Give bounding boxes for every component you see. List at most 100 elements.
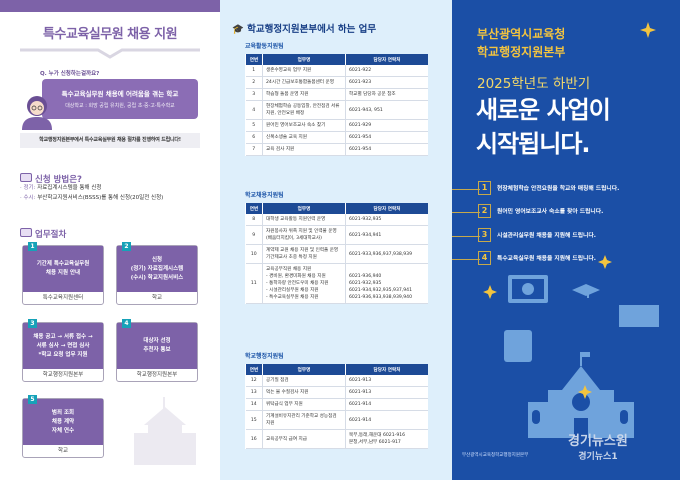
contact: 6021-932,935 [345, 214, 428, 226]
table-row: 13 먹는 물 수질검사 지원 6021-913 [245, 386, 428, 399]
contact: 6021-913 [345, 386, 428, 399]
project-item: 2 원어민 영어보조교사 숙소를 찾아 드립니다. [452, 204, 680, 218]
step-line: (정기) 자료집계시스템 [130, 265, 184, 272]
school-illustration-icon [483, 255, 659, 438]
how-to-apply-heading: 신청 방법은? [20, 167, 82, 186]
left-title: 특수교육실무원 채용 지원 [42, 27, 178, 42]
team-section: 교육활동지원팀 연번 업무명 담당자 연락처 1 생존수영교육 업무 지원 6021-922… [245, 41, 428, 156]
task-name: 24시간 긴급보호통합돌봄센터 운영 [262, 76, 346, 89]
step-line: 채용 공고 → 서류 접수 → [33, 333, 93, 340]
process-title: 업무절차 [35, 230, 67, 240]
table-row: 12 공기질 점검 6021-913 [245, 375, 428, 387]
step-line: 추천자 통보 [143, 347, 171, 353]
task-name: 교육공무직원 채용 지원 - 경비원, 환경미화원 채용 지원 - 통학차량 안… [262, 263, 346, 304]
table-header-row: 연번 업무명 담당자 연락처 [245, 54, 428, 65]
step-owner: 학교 [151, 295, 163, 301]
item-text: 시설관리실무원 채용을 지원해 드립니다. [497, 233, 596, 239]
row-number: 12 [245, 375, 263, 387]
person-avatar-icon [22, 96, 52, 130]
contact: 북부,동래,해운대 6021-916 본청,서부,남부 6021-917 [345, 429, 428, 449]
step-line: *학교 요청 업무 지원 [38, 351, 88, 358]
process-step: 기간제 특수교육실무원 채용 지원 안내 특수교육지원센터 1 [22, 242, 104, 305]
step-body: 범죄 조회 채용 계약 자체 연수 [23, 399, 103, 445]
school-building-icon [134, 397, 196, 465]
row-number: 15 [245, 410, 263, 430]
row-number: 14 [245, 398, 263, 411]
table-row: 9 자원봉사자 위촉 지원 및 인력풀 운영 (배움터지킴이, 3세대학교사) 60… [245, 225, 428, 245]
task-name: 교육 검사 지원 [262, 143, 346, 156]
step-number: 1 [28, 242, 37, 251]
team-section: 학교채용지원팀 연번 업무명 담당자 연락처 8 대학생 교육활동 지원인력 운영 6021… [245, 190, 428, 304]
column-header: 연번 [245, 203, 263, 214]
how-title: 신청 방법은? [35, 175, 82, 185]
sparkle-icon [640, 22, 656, 38]
column-header: 업무명 [262, 364, 346, 375]
item-line [452, 259, 480, 260]
step-number: 5 [28, 395, 37, 404]
bubble-main: 특수교육실무원 채용에 어려움을 겪는 학교 [61, 90, 179, 98]
column-header: 연번 [245, 54, 263, 65]
row-number: 7 [245, 143, 263, 156]
task-name: 대학생 교육활동 지원인력 운영 [262, 214, 346, 226]
task-name: 기계설비유지관리 기준학교 성능점검 지원 [262, 410, 346, 430]
contact: 6021-914 [345, 398, 428, 411]
contact: 6021-934,941 [345, 225, 428, 245]
edit-note-icon [20, 228, 32, 237]
table-row: 10 계약제 교원 채용 지원 및 인력풀 운영 기간제교사 초중 특정 지원 60… [245, 244, 428, 264]
task-name: 공기질 점검 [262, 375, 346, 387]
task-name: 자원봉사자 위촉 지원 및 인력풀 운영 (배움터지킴이, 3세대학교사) [262, 225, 346, 245]
contact: 6021-929 [345, 119, 428, 132]
how-item: · 정기: 자료집계시스템을 통해 신청 [20, 183, 163, 193]
graduation-cap-icon: 🎓 [232, 24, 244, 35]
speech-bubble: 특수교육실무원 채용에 어려움을 겪는 학교 대상학교 : 희망 공립 유치원,… [42, 79, 198, 119]
notice-bar: 학교행정지원본부에서 특수교육실무원 채용 절차를 진행하여 드립니다! [20, 133, 200, 148]
how-text: 자료집계시스템을 통해 신청 [35, 185, 102, 191]
watermark-line: 경기뉴스1 [578, 452, 618, 462]
item-number: 4 [478, 251, 491, 265]
contact: 6021-922 [345, 65, 428, 77]
task-name: 계약제 교원 채용 지원 및 인력풀 운영 기간제교사 초중 특정 지원 [262, 244, 346, 264]
how-key: · 정기: [20, 185, 36, 191]
question-label: Q. 누가 신청하는걸까요? [40, 71, 100, 77]
step-owner: 학교행정지원본부 [42, 372, 84, 378]
step-line: (수시) 학교지원서비스 [130, 274, 184, 281]
row-number: 8 [245, 214, 263, 226]
team-section: 학교행정지원팀 연번 업무명 담당자 연락처 12 공기질 점검 6021-913 13 먹는 … [245, 351, 428, 449]
task-name: 신복소생술 교육 지원 [262, 131, 346, 144]
row-number: 5 [245, 119, 263, 132]
step-number: 3 [28, 319, 37, 328]
process-step: 신청 (정기) 자료집계시스템 (수시) 학교지원서비스 학교 2 [116, 242, 198, 305]
item-number: 1 [478, 181, 491, 195]
team-table: 연번 업무명 담당자 연락처 12 공기질 점검 6021-913 13 먹는 물 수질검사 … [245, 364, 428, 449]
organization: 부산광역시교육청 학교행정지원본부 [477, 25, 565, 61]
top-bar [0, 0, 220, 12]
info-icon [20, 173, 32, 182]
how-key: · 수시: [20, 195, 36, 201]
subtitle: 2025학년도 하반기 [477, 76, 591, 92]
row-number: 10 [245, 244, 263, 264]
team-name: 학교채용지원팀 [245, 192, 284, 199]
table-row: 5 원어민 영어보조교사 숙소 찾기 6021-929 [245, 119, 428, 132]
row-number: 6 [245, 131, 263, 144]
headline-line: 새로운 사업이 [476, 96, 611, 124]
step-body: 대상자 선정 추천자 통보 [117, 323, 197, 369]
row-number: 16 [245, 429, 263, 449]
contact: 6021-923 [345, 76, 428, 89]
item-number: 3 [478, 228, 491, 242]
step-owner: 학교 [57, 448, 69, 454]
team-table: 연번 업무명 담당자 연락처 1 생존수영교육 업무 지원 6021-922 2 24시간 긴… [245, 54, 428, 156]
table-row: 3 학습형 돌봄 운영 지원 학교별 담당자 공문 참조 [245, 88, 428, 101]
project-item: 4 특수교육실무원 채용을 지원해 드립니다. [452, 251, 680, 265]
column-header: 업무명 [262, 203, 346, 214]
how-list: · 정기: 자료집계시스템을 통해 신청 · 수시: 부산학교지원서비스(BSS… [20, 183, 163, 203]
table-row: 14 위탁급식 업무 지원 6021-914 [245, 398, 428, 411]
table-row: 8 대학생 교육활동 지원인력 운영 6021-932,935 [245, 214, 428, 226]
task-name: 학습형 돌봄 운영 지원 [262, 88, 346, 101]
step-line: 범죄 조회 [51, 409, 75, 416]
column-header: 담당자 연락처 [345, 54, 428, 65]
step-owner: 특수교육지원센터 [42, 295, 84, 301]
task-name: 생존수영교육 업무 지원 [262, 65, 346, 77]
column-header: 연번 [245, 364, 263, 375]
step-number: 4 [122, 319, 131, 328]
